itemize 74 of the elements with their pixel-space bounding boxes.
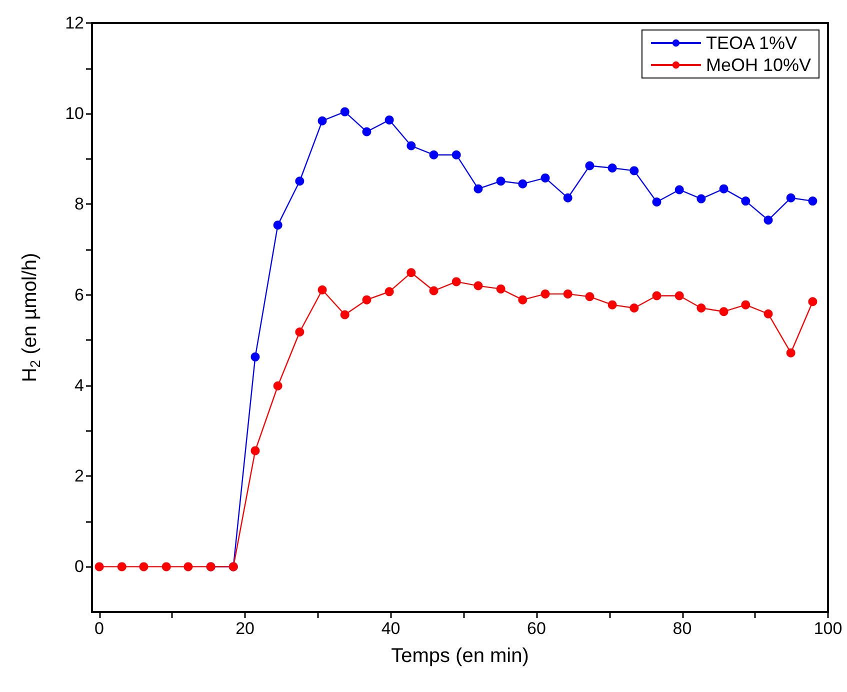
point [474,281,483,290]
point [630,303,639,312]
point [184,562,193,572]
y-tick-label: 12 [65,14,84,32]
y-tick-label: 6 [74,285,84,304]
point [540,173,550,182]
point [652,197,662,206]
point [518,295,528,304]
point [674,291,684,300]
point [250,352,260,362]
y-tick-label: 4 [74,376,84,395]
point [585,292,594,302]
point [808,196,818,206]
point [496,284,506,294]
point [429,286,438,296]
point [764,216,773,225]
point [786,193,796,202]
point [518,179,528,188]
y-tick-label: 8 [74,194,84,214]
point [786,348,796,358]
point [139,562,148,572]
point [764,309,773,318]
point [719,307,728,316]
point [117,562,126,572]
y-tick-label: 0 [74,557,84,576]
x-axis-title: Temps (en min) [391,645,529,667]
point [540,289,550,298]
x-tick-label: 40 [381,619,400,638]
point [696,303,706,312]
point [384,115,394,124]
point [452,150,461,160]
point [318,285,327,294]
point [741,300,750,310]
point [429,150,438,160]
x-tick-label: 60 [527,619,546,638]
point [362,295,372,304]
point [295,176,304,186]
y-tick-label: 10 [65,104,84,124]
point [406,141,416,150]
point [94,562,104,572]
point [273,220,282,230]
point [496,176,506,186]
y-axis-title: H2 (en µmol/h) [19,252,43,382]
point [608,163,617,172]
point [340,107,350,116]
point [696,194,706,204]
x-tick-label: 80 [672,619,692,638]
point [585,161,594,170]
point [808,297,818,306]
point [608,300,617,310]
x-tick-label: 0 [94,619,104,638]
point [452,277,461,286]
point [318,116,327,126]
point [162,562,171,572]
legend-label: MeOH 10%V [706,55,812,75]
point [340,310,350,320]
x-tick-label: 100 [814,619,842,638]
point [741,196,750,206]
point [384,287,394,296]
point [295,328,304,336]
point [630,166,639,176]
legend-label: TEOA 1%V [706,33,798,53]
point [719,184,728,194]
point [362,127,372,136]
point [406,268,416,278]
point [563,193,572,202]
point [250,446,260,456]
point [273,381,282,390]
point [563,289,572,298]
point [474,184,483,194]
point [652,291,662,300]
x-tick-label: 20 [236,619,254,638]
y-tick-label: 2 [74,466,84,486]
point [674,185,684,194]
